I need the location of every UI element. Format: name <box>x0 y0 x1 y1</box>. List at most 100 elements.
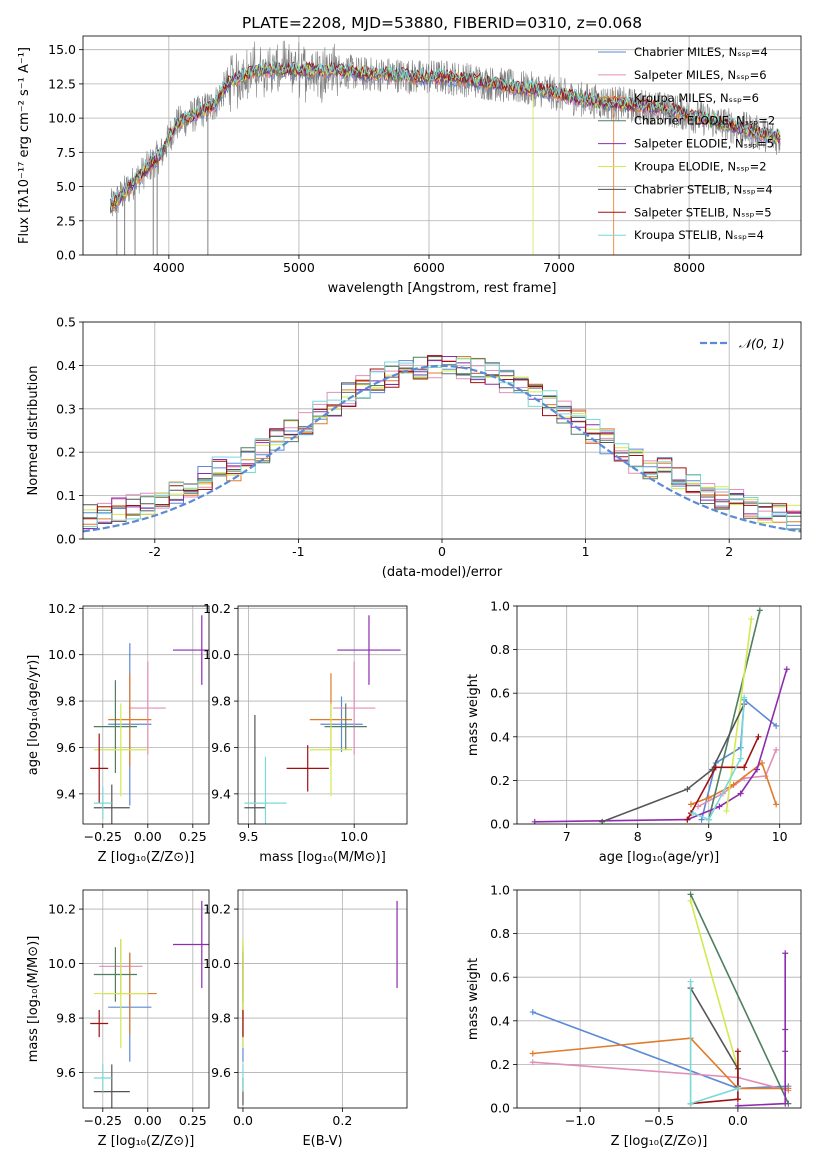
y-tick-label: 10.0 <box>48 647 76 662</box>
x-tick-label: 0 <box>438 544 446 559</box>
errorbar-point-chab_elodie <box>324 703 367 750</box>
model-spectrum-krou_stelib <box>109 60 781 208</box>
y-tick-label: 0.0 <box>490 817 510 832</box>
x-tick-label: 0.25 <box>179 829 207 844</box>
weight-marker <box>529 1050 536 1057</box>
weight-marker <box>737 790 744 797</box>
normal-distribution-curve <box>83 364 801 533</box>
y-tick-label: 0.4 <box>56 358 76 373</box>
legend-label: Kroupa MILES, Nₛₛₚ=6 <box>634 91 759 105</box>
y-tick-label: 9.8 <box>56 694 76 709</box>
y-axis-label: mass weight <box>466 958 481 1040</box>
legend-label: Salpeter MILES, Nₛₛₚ=6 <box>634 68 767 82</box>
y-tick-label: 0.0 <box>56 532 76 547</box>
weight-marker <box>741 764 748 771</box>
weight-marker <box>782 1048 789 1055</box>
gridlines <box>83 321 801 540</box>
gridlines <box>83 890 209 1108</box>
y-tick-label: 0.2 <box>490 1057 510 1072</box>
axes-frame <box>516 605 802 825</box>
y-tick-label: 10.0 <box>203 647 231 662</box>
y-tick-label: 9.4 <box>211 786 231 801</box>
y-tick-label: 1.0 <box>490 883 510 898</box>
axes-frame <box>237 889 408 1109</box>
chart-mass_vs_ebv: 0.0 0.2 9.6 9.8 10.0 10.2 E(B-V) <box>203 889 408 1149</box>
x-tick-label: 0.00 <box>134 1113 162 1128</box>
x-tick-label: 10.0 <box>340 829 368 844</box>
errorbar-point-salp_stelib <box>90 733 109 804</box>
axes-frame <box>82 605 210 825</box>
y-tick-label: 0.0 <box>56 248 76 263</box>
axes-frame <box>237 605 408 825</box>
y-tick-label: 10.0 <box>48 111 76 126</box>
weight-marker <box>773 722 780 729</box>
x-tick-label: 0.25 <box>179 1113 207 1128</box>
errorbar-point-chab_stelib <box>244 715 266 824</box>
weight-line-krou_miles <box>532 1037 789 1090</box>
weight-marker <box>712 764 719 771</box>
y-tick-label: 0.3 <box>56 401 76 416</box>
plot-area <box>90 900 209 1108</box>
y-tick-label: 9.6 <box>56 740 76 755</box>
weight-marker <box>684 786 691 793</box>
y-axis-label: mass weight <box>466 674 481 756</box>
y-tick-label: 1.0 <box>490 599 510 614</box>
chart-age_vs_Z: −0.25 0.00 0.25 9.4 9.6 9.8 10.0 10.2 Z [log₁₀(Z… <box>26 601 210 865</box>
spectrum-legend: Chabrier MILES, Nₛₛₚ=4 Salpeter MILES, Nₛ… <box>598 45 775 242</box>
y-tick-label: 9.8 <box>211 694 231 709</box>
weight-marker <box>773 801 780 808</box>
x-tick-label: −0.25 <box>84 829 122 844</box>
x-tick-label: 0.00 <box>134 829 162 844</box>
weight-marker <box>755 733 762 740</box>
weight-line-chab_elodie <box>707 610 761 820</box>
legend-label: Chabrier ELODIE, Nₛₛₚ=2 <box>634 114 775 128</box>
y-tick-label: 10.2 <box>203 601 231 616</box>
x-tick-label: 9.5 <box>239 829 259 844</box>
y-tick-label: 0.2 <box>56 445 76 460</box>
chart-age_vs_mass: 9.5 10.0 9.4 9.6 9.8 10.0 10.2 mass [log₁₀(M/M⊙… <box>203 601 408 865</box>
weight-marker <box>782 1026 789 1033</box>
y-tick-label: 7.5 <box>56 145 76 160</box>
y-tick-label: 0.6 <box>490 970 510 985</box>
errorbar-point-krou_miles <box>108 673 152 767</box>
y-tick-label: 12.5 <box>48 76 76 91</box>
weight-marker <box>734 1048 741 1055</box>
axes-frame <box>82 35 802 256</box>
x-tick-label: 8 <box>634 829 642 844</box>
ticks: −0.25 0.00 0.25 9.6 9.8 10.0 10.2 <box>48 902 207 1128</box>
y-tick-label: 0.0 <box>490 1101 510 1116</box>
ticks: −0.25 0.00 0.25 9.4 9.6 9.8 10.0 10.2 <box>48 601 207 844</box>
y-tick-label: 0.8 <box>490 926 510 941</box>
errorbar-point-krou_elodie <box>93 939 148 1049</box>
plot-area <box>531 607 790 824</box>
weight-marker <box>734 1085 741 1092</box>
weight-marker <box>684 816 691 823</box>
weight-marker <box>716 803 723 810</box>
legend-label: 𝒩(0, 1) <box>739 336 785 351</box>
errorbar-point-krou_stelib <box>244 756 287 824</box>
x-axis-label: wavelength [Angstrom, rest frame] <box>328 281 557 296</box>
weight-marker <box>734 1096 741 1103</box>
plot-area <box>83 355 801 533</box>
x-tick-label: −1.0 <box>565 1113 595 1128</box>
weight-marker <box>783 666 790 673</box>
x-tick-label: −0.5 <box>644 1113 674 1128</box>
residual-histogram-salp_stelib <box>83 355 801 522</box>
legend-label: Kroupa ELODIE, Nₛₛₚ=2 <box>634 160 767 174</box>
weight-marker <box>705 794 712 801</box>
weight-line-salp_miles <box>532 1061 789 1092</box>
weight-marker <box>687 978 694 985</box>
y-tick-label: 0.2 <box>490 773 510 788</box>
errorbar-point-salp_stelib <box>90 1009 109 1038</box>
errorbar-point-chab_elodie <box>93 680 137 773</box>
legend-label: Chabrier STELIB, Nₛₛₚ=4 <box>634 182 773 196</box>
y-axis-label: age [log₁₀(age/yr)] <box>26 655 41 776</box>
x-tick-label: 0.2 <box>332 1113 352 1128</box>
ticks: 4000 5000 6000 7000 8000 0.0 2.5 5.0 7.5 10.0 12.5… <box>48 42 705 275</box>
x-tick-label: 8000 <box>673 260 705 275</box>
y-tick-label: 0.5 <box>56 315 76 330</box>
errorbar-point-chab_stelib <box>93 784 130 824</box>
plot-area <box>242 900 398 1106</box>
weight-marker <box>698 816 705 823</box>
